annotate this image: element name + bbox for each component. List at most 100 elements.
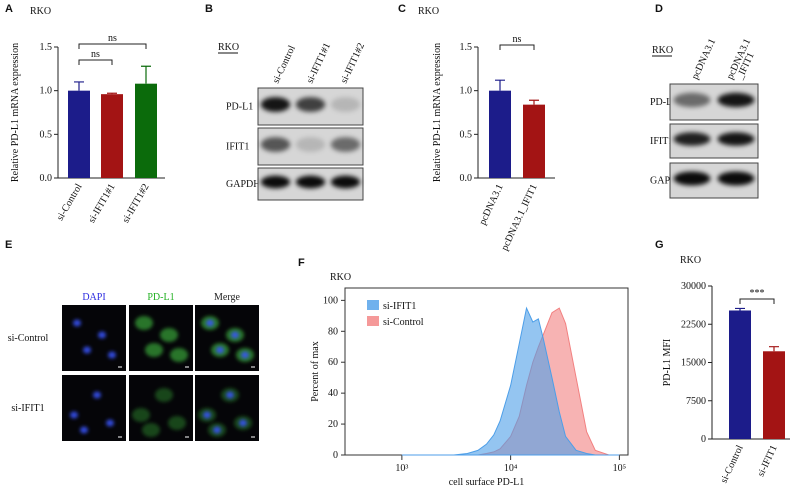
nucleus (203, 411, 211, 419)
panel-label: B (205, 3, 213, 15)
significance-label: ns (513, 34, 522, 45)
protein-label: IFIT1 (650, 136, 673, 147)
blot-band (673, 132, 711, 146)
x-tick-label: si-Control (719, 443, 746, 485)
cell-signal (168, 416, 186, 430)
protein-label: PD-L1 (650, 97, 677, 108)
x-tick-label: si-IFIT1 (756, 444, 780, 479)
x-tick-label: pcDNA3.1 (477, 183, 505, 227)
error-bar (529, 99, 539, 105)
x-tick-label: si-IFIT1#1 (86, 182, 117, 225)
blot-band (330, 137, 361, 152)
area (401, 306, 620, 456)
bar (523, 104, 545, 178)
significance-label: *** (750, 288, 765, 299)
protein-label: PD-L1 (226, 102, 253, 113)
nucleus (83, 346, 91, 354)
error-bar (495, 79, 505, 91)
cell-signal (142, 423, 160, 437)
cell-signal (132, 408, 150, 422)
legend-swatch (367, 300, 379, 310)
cell-signal (155, 388, 173, 402)
chart-title: RKO (418, 6, 439, 17)
condition-label: si-Control (8, 333, 49, 344)
cell-signal (145, 343, 163, 357)
significance-bracket (78, 59, 113, 65)
chart-title: RKO (330, 272, 351, 283)
bar (135, 83, 157, 178)
y-tick-label: 1.5 (460, 42, 473, 53)
condition-label: si-IFIT1 (11, 403, 44, 414)
legend-swatch (367, 316, 379, 326)
cell-line-label: RKO (652, 45, 673, 56)
cell-line-label: RKO (218, 42, 239, 53)
channel-label: PD-L1 (147, 292, 174, 303)
x-tick-label: 10⁵ (613, 463, 627, 474)
y-axis-label: Relative PD-L1 mRNA expression (10, 43, 21, 182)
lane-label: si-Control (271, 44, 298, 86)
blot-band (673, 171, 711, 186)
panel-label: A (5, 3, 13, 15)
x-tick-label: si-Control (55, 182, 85, 223)
x-tick-label: pcDNA3.1_IFIT1 (499, 183, 539, 253)
y-tick-label: 20 (328, 419, 338, 430)
x-axis-label: cell surface PD-L1 (449, 477, 525, 488)
y-tick-label: 15000 (681, 358, 706, 369)
nucleus (226, 391, 234, 399)
legend-label: si-IFIT1 (383, 301, 416, 312)
y-tick-label: 0.5 (40, 129, 53, 140)
y-tick-label: 30000 (681, 281, 706, 292)
blot-band (260, 97, 291, 112)
protein-label: GAPDH (226, 179, 260, 190)
cell-signal (135, 316, 153, 330)
blot-band (295, 137, 326, 152)
nucleus (98, 331, 106, 339)
significance-bracket (78, 43, 147, 49)
nucleus (70, 411, 78, 419)
protein-label: GAPDH (650, 176, 684, 187)
channel-label: DAPI (82, 292, 105, 303)
y-tick-label: 100 (323, 295, 338, 306)
blot-band (295, 175, 326, 189)
blot-band (330, 97, 361, 112)
micrograph (129, 375, 193, 441)
y-tick-label: 0.5 (460, 129, 473, 140)
blot-band (717, 92, 755, 108)
y-tick-label: 60 (328, 357, 338, 368)
legend-label: si-Control (383, 317, 424, 328)
x-tick-label: 10³ (395, 463, 408, 474)
chart-title: RKO (30, 6, 51, 17)
panel-label: F (298, 257, 305, 269)
nucleus (73, 319, 81, 327)
y-axis-label: Relative PD-L1 mRNA expression (432, 43, 443, 182)
y-tick-label: 0.0 (460, 173, 473, 184)
nucleus (108, 351, 116, 359)
lane-label: si-IFIT1#2 (339, 41, 367, 85)
channel-label: Merge (214, 292, 240, 303)
blot-band (673, 92, 711, 108)
y-tick-label: 0 (333, 450, 338, 461)
cell-signal (170, 348, 188, 362)
panel-label: G (655, 239, 664, 251)
panel-label: D (655, 3, 663, 15)
y-axis-label: Percent of max (310, 341, 321, 402)
protein-label: IFIT1 (226, 142, 249, 153)
nucleus (106, 419, 114, 427)
chart-title: RKO (680, 255, 701, 266)
error-bar (107, 92, 117, 95)
blot-band (717, 171, 755, 186)
y-tick-label: 1.0 (460, 86, 473, 97)
micrograph (62, 305, 126, 371)
y-axis-label: PD-L1 MFI (662, 339, 673, 387)
nucleus (231, 331, 239, 339)
bar (101, 94, 123, 178)
x-tick-label: si-IFIT1#2 (120, 182, 151, 225)
lane-label: pcDNA3.1 (690, 37, 718, 81)
y-tick-label: 7500 (686, 396, 706, 407)
error-bar (141, 65, 151, 84)
micrograph (62, 375, 126, 441)
lane-label: si-IFIT1#1 (305, 41, 333, 85)
nucleus (93, 391, 101, 399)
significance-bracket (739, 298, 775, 304)
